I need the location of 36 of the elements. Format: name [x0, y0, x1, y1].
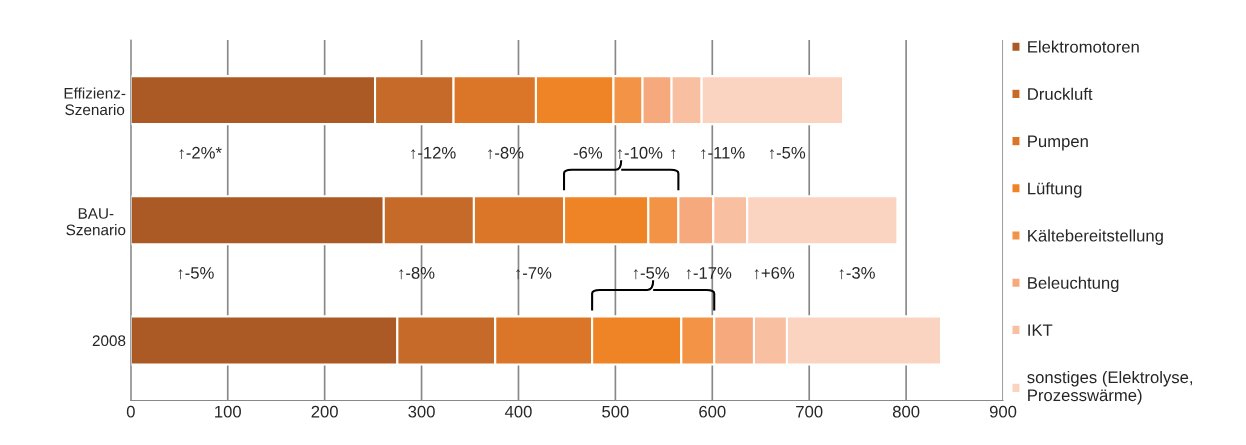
- annotation: ↑-5%: [633, 267, 670, 280]
- annotation: ↑-10%: [617, 146, 663, 159]
- annotation: ↑-17%: [686, 267, 732, 280]
- x-tick-label: 400: [504, 405, 532, 418]
- x-tick-label: 200: [311, 405, 338, 418]
- annotation: ↑+6%: [754, 267, 795, 280]
- annotation: ↑-8%: [488, 146, 524, 159]
- y-tick-label: BAU- Szenario: [66, 208, 126, 236]
- annotation: ↑-11%: [701, 146, 745, 159]
- y-tick-label: Effizienz- Szenario: [64, 87, 126, 116]
- x-tick-label: 600: [699, 405, 726, 418]
- annotation: -6%: [573, 146, 603, 159]
- x-tick-label: 0: [126, 405, 135, 418]
- x-tick-label: 100: [215, 405, 241, 418]
- x-tick-label: 900: [989, 405, 1017, 418]
- annotation: ↑-8%: [399, 267, 435, 280]
- annotation: ↑-12%: [411, 146, 456, 159]
- annotation: ↑: [671, 149, 676, 159]
- legend-label: Beleuchtung: [1028, 276, 1119, 293]
- legend-label: Druckluft: [1028, 87, 1093, 100]
- annotation: ↑-5%: [178, 267, 214, 280]
- annotation: ↑-2%*: [179, 146, 222, 159]
- legend-label: Lüftung: [1028, 182, 1082, 198]
- annotation: ↑-3%: [839, 267, 875, 280]
- annotation: ↑-7%: [516, 267, 552, 280]
- x-tick-label: 700: [796, 405, 823, 418]
- legend-label: Elektromotoren: [1028, 40, 1139, 53]
- annotation: ↑-5%: [769, 146, 806, 159]
- legend-label: IKT: [1028, 324, 1053, 336]
- x-tick-label: 300: [408, 405, 435, 418]
- y-tick-label: 2008: [92, 335, 126, 347]
- x-tick-label: 800: [892, 405, 920, 418]
- legend-label: Pumpen: [1028, 135, 1088, 151]
- legend-label: sonstiges (Elektrolyse, Prozesswärme): [1027, 370, 1193, 405]
- x-tick-label: 500: [602, 405, 629, 418]
- legend-label: Kältebereitstellung: [1028, 229, 1163, 245]
